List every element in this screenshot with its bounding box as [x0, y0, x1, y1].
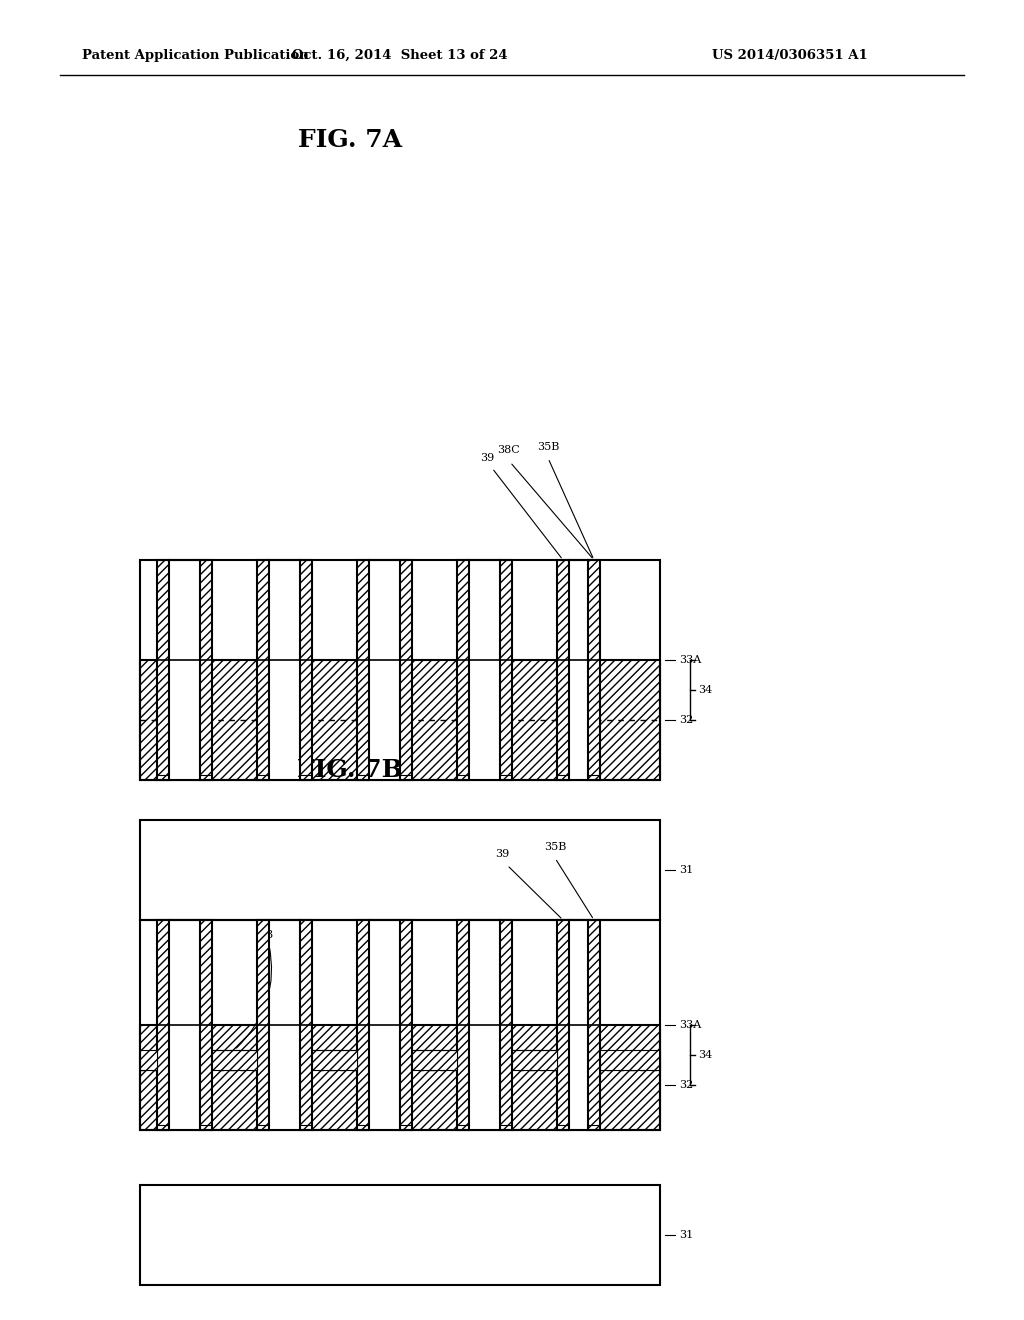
Bar [269, 920, 300, 1130]
Bar [169, 920, 200, 1130]
Bar [400, 920, 412, 1130]
Text: Oct. 16, 2014  Sheet 13 of 24: Oct. 16, 2014 Sheet 13 of 24 [292, 49, 508, 62]
Text: 34: 34 [698, 685, 713, 696]
Bar [312, 1049, 357, 1071]
Text: US 2014/0306351 A1: US 2014/0306351 A1 [712, 49, 868, 62]
Text: 38C: 38C [497, 445, 519, 455]
Text: FIG. 7A: FIG. 7A [298, 128, 402, 152]
Bar [569, 560, 588, 780]
Bar [200, 560, 212, 780]
Bar [557, 920, 569, 1130]
Text: 34: 34 [698, 1049, 713, 1060]
Bar [369, 920, 400, 1130]
Bar [140, 920, 660, 1130]
Text: 32: 32 [679, 1080, 693, 1090]
Bar [300, 560, 312, 780]
Bar [469, 920, 500, 1130]
Bar [512, 1049, 557, 1071]
Bar [500, 560, 512, 780]
Bar [140, 1049, 157, 1071]
Bar [369, 560, 400, 780]
Text: 43: 43 [237, 931, 273, 1048]
Bar [300, 920, 312, 1130]
Bar [588, 560, 600, 780]
Text: Patent Application Publication: Patent Application Publication [82, 49, 309, 62]
Text: 35B: 35B [544, 842, 566, 851]
Bar [140, 1026, 660, 1130]
Text: 39: 39 [495, 849, 509, 859]
Bar [569, 920, 588, 1130]
Bar [157, 920, 169, 1130]
Bar [257, 560, 269, 780]
Bar [257, 920, 269, 1130]
Bar [140, 660, 660, 780]
Bar [412, 1049, 457, 1071]
Bar [157, 560, 169, 780]
Bar [200, 920, 212, 1130]
Bar [140, 1185, 660, 1284]
Text: 33A: 33A [679, 1020, 701, 1030]
Bar [140, 560, 660, 780]
Text: 31: 31 [679, 865, 693, 875]
Bar [500, 920, 512, 1130]
Bar [169, 560, 200, 780]
Text: 35B: 35B [537, 442, 559, 451]
Bar [269, 560, 300, 780]
Bar [400, 560, 412, 780]
Bar [457, 920, 469, 1130]
Text: 33A: 33A [679, 655, 701, 665]
Bar [357, 560, 369, 780]
Bar [212, 1049, 257, 1071]
Bar [357, 920, 369, 1130]
Text: 39: 39 [480, 453, 495, 463]
Text: FIG. 7B: FIG. 7B [297, 758, 402, 781]
Bar [600, 1049, 660, 1071]
Bar [469, 560, 500, 780]
Bar [588, 920, 600, 1130]
Bar [140, 820, 660, 920]
Text: 32: 32 [679, 715, 693, 725]
Text: 31: 31 [679, 1230, 693, 1239]
Bar [457, 560, 469, 780]
Bar [557, 560, 569, 780]
